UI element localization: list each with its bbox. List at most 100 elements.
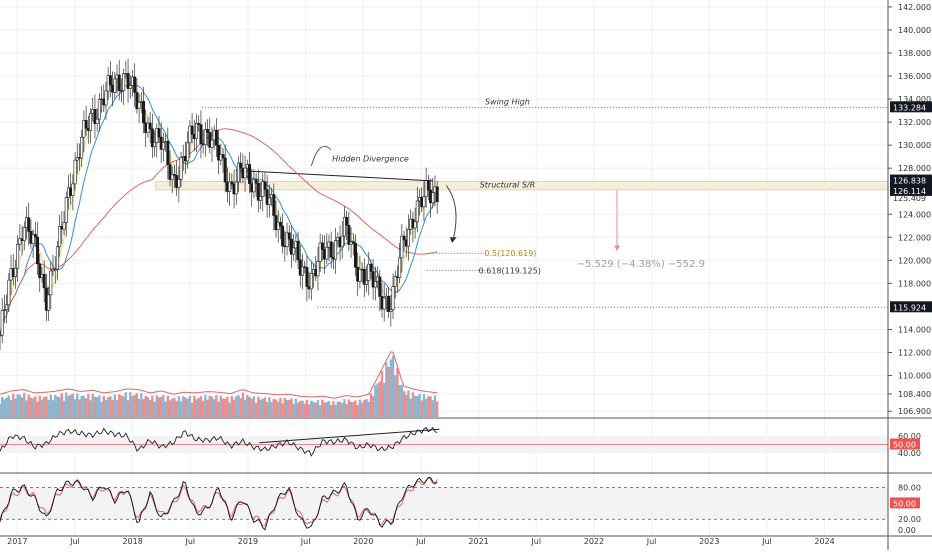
volume-bar [400, 384, 404, 417]
volume-bar [318, 405, 322, 417]
candle-body [73, 159, 77, 185]
volume-bar [277, 401, 280, 417]
candle-body [353, 242, 357, 268]
volume-bar [241, 392, 245, 417]
candle-body [195, 123, 199, 139]
volume-bar [411, 392, 415, 417]
candle-body [128, 85, 132, 89]
ma-price-text: 125.409 [893, 194, 926, 203]
volume-ma-line [0, 351, 438, 399]
candle-body [340, 235, 344, 248]
candle-body [296, 240, 300, 261]
candle-body [197, 123, 201, 125]
volume-bar [151, 395, 154, 417]
volume-bar [221, 398, 225, 417]
candle-body [378, 276, 382, 297]
volume-bar [396, 368, 399, 417]
volume-bar [29, 397, 33, 417]
candle-body [113, 78, 117, 93]
volume-bar [210, 396, 214, 417]
volume-bar [429, 396, 432, 417]
volume-bar [104, 399, 108, 417]
volume-bar [49, 394, 52, 417]
volume-bar [341, 402, 344, 417]
candle-body [391, 286, 395, 310]
candle-body [36, 236, 40, 265]
rsi-pane: 60.00 40.00 [0, 426, 921, 458]
candle-body [18, 238, 22, 245]
volume-bar [120, 395, 123, 417]
candle-body [206, 129, 210, 133]
candle-body [228, 181, 232, 192]
volume-bar [285, 399, 289, 417]
volume-bar [235, 396, 238, 417]
time-tick-label: Jul [415, 537, 426, 546]
volume-bar [435, 401, 439, 417]
candle-body [31, 234, 35, 244]
candle-body [300, 266, 304, 276]
volume-bar [47, 399, 50, 417]
volume-bar [91, 393, 94, 417]
candles [0, 58, 439, 351]
volume-bar [111, 399, 114, 417]
volume-bar [129, 392, 132, 417]
candle-body [371, 271, 375, 288]
stoch-value-badge [890, 497, 920, 509]
volume-bar [307, 404, 311, 417]
volume-bar [206, 399, 209, 417]
volume-bar [157, 397, 161, 417]
candle-body [347, 224, 351, 245]
volume-bar [232, 399, 236, 417]
volume-bar [164, 401, 167, 417]
volume-bar [188, 395, 192, 417]
volume-bar [334, 404, 337, 417]
sr-upper-price-badge [890, 174, 932, 186]
volume-bar [16, 394, 19, 417]
volume-bar [159, 396, 163, 417]
volume-bar [332, 401, 335, 417]
measure-label: −5.529 (−4.38%) −552.9 [577, 259, 705, 270]
volume-bar [179, 401, 183, 417]
volume-bar [265, 402, 269, 417]
volume-bar [53, 394, 57, 417]
sr-lower-price-badge [890, 184, 932, 196]
candle-body [166, 141, 170, 165]
candle-body [157, 128, 161, 138]
volume-bar [418, 393, 421, 417]
candle-body [393, 276, 397, 287]
stoch-tick-label: 20.00 [898, 515, 921, 524]
candle-body [252, 179, 256, 193]
time-tick-label: 2024 [814, 537, 834, 546]
volume-bar [246, 394, 249, 417]
candle-body [135, 92, 139, 110]
time-tick-label: Jul [530, 537, 541, 546]
candle-body [22, 227, 26, 241]
volume-bar [76, 393, 79, 417]
price-tick-label: 118.000 [898, 279, 931, 288]
volume-bar [195, 399, 198, 417]
candle-body [80, 136, 84, 159]
candle-body [369, 263, 373, 272]
price-tick-label: 106.900 [898, 407, 931, 416]
candle-body [62, 222, 66, 230]
candle-body [289, 238, 293, 255]
candle-body [117, 74, 121, 91]
volume-bar [148, 399, 152, 417]
candle-body [33, 234, 37, 238]
candle-body [142, 101, 146, 124]
candle-body [373, 281, 377, 288]
volume-bar [360, 402, 364, 417]
time-tick-label: Jul [300, 537, 311, 546]
volume-bar [146, 397, 150, 417]
candle-body [230, 181, 234, 185]
volume-bar [115, 400, 119, 417]
volume-bar [95, 397, 99, 417]
candle-body [75, 156, 79, 161]
volume-bar [73, 399, 77, 417]
volume-bar [69, 394, 72, 417]
candle-body [320, 242, 324, 250]
candle-body [210, 139, 214, 148]
volume-bar [268, 397, 271, 417]
volume-bar [62, 400, 66, 417]
